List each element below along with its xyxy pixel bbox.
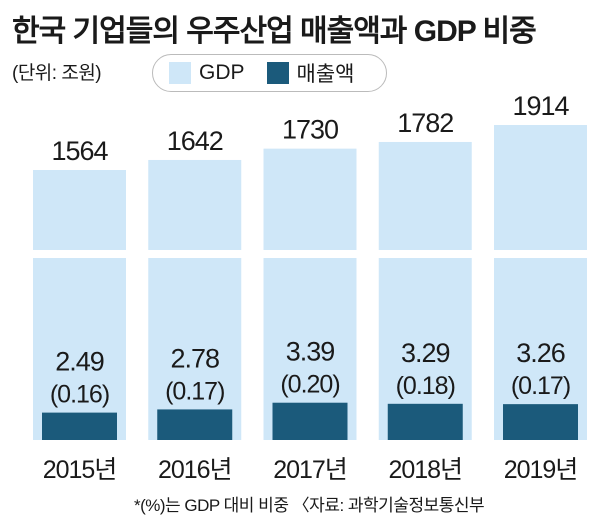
gdp-bar-upper <box>33 170 126 250</box>
gdp-value-label: 1642 <box>167 126 223 156</box>
sales-value-label: 3.26 <box>516 338 565 368</box>
x-tick-label: 2015년 <box>43 456 117 484</box>
gdp-bar-upper <box>378 141 472 250</box>
legend-swatch-gdp <box>169 62 191 84</box>
gdp-bar-upper <box>263 148 357 250</box>
gdp-value-label: 1564 <box>51 136 108 166</box>
legend-label-gdp: GDP <box>199 61 245 84</box>
legend-swatch-sales <box>266 62 289 84</box>
footnote: *(%)는 GDP 대비 비중 〈자료: 과학기술정보통신부 <box>134 496 485 515</box>
sales-value-label: 3.29 <box>401 338 450 368</box>
sales-share-label: (0.17) <box>165 377 224 405</box>
gdp-bar-upper <box>148 159 242 250</box>
sales-value-label: 2.49 <box>55 347 104 377</box>
sales-bar <box>272 402 348 440</box>
sales-share-label: (0.18) <box>396 372 455 400</box>
gdp-bar-lower <box>33 258 126 440</box>
gdp-value-label: 1782 <box>397 108 453 138</box>
sales-value-label: 2.78 <box>170 343 219 373</box>
x-tick-label: 2016년 <box>158 456 232 484</box>
chart-title: 한국 기업들의 우주산업 매출액과 GDP 비중 <box>12 15 537 48</box>
sales-share-label: (0.16) <box>50 381 109 409</box>
legend-label-sales: 매출액 <box>296 63 355 86</box>
sales-bar <box>503 404 578 440</box>
x-tick-label: 2017년 <box>273 456 347 484</box>
sales-share-label: (0.17) <box>511 372 570 400</box>
sales-bar <box>157 409 233 440</box>
sales-bar <box>42 412 117 440</box>
unit-label: (단위: 조원) <box>12 63 102 84</box>
gdp-bar-upper <box>494 125 587 250</box>
gdp-value-label: 1914 <box>512 91 569 121</box>
x-tick-label: 2018년 <box>388 456 462 484</box>
sales-bar <box>387 403 463 440</box>
legend: GDP 매출액 <box>152 54 387 92</box>
sales-share-label: (0.20) <box>280 371 339 399</box>
legend-item-gdp: GDP <box>169 61 245 85</box>
legend-item-sales: 매출액 <box>266 58 355 88</box>
sales-value-label: 3.39 <box>286 337 335 367</box>
x-tick-label: 2019년 <box>504 456 578 484</box>
gdp-value-label: 1730 <box>282 115 338 145</box>
